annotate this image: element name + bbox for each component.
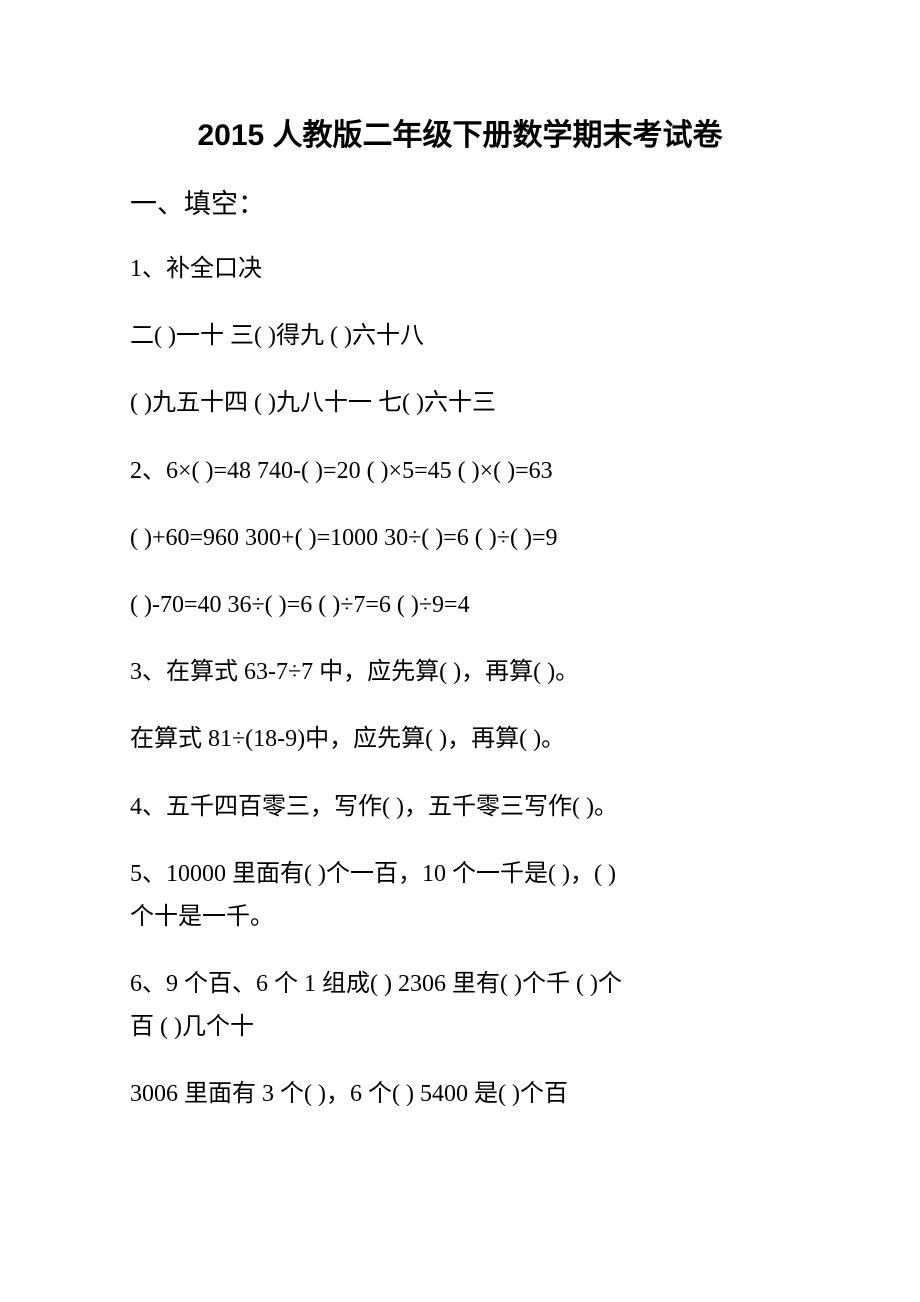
question-6-line-2: 百 ( )几个十 [130,1009,790,1046]
question-1-line-1: 二( )一十 三( )得九 ( )六十八 [130,318,790,355]
question-5-line-2: 个十是一千。 [130,899,790,936]
question-6-line-1: 6、9 个百、6 个 1 组成( ) 2306 里有( )个千 ( )个 [130,966,790,1003]
question-2-line-3: ( )-70=40 36÷( )=6 ( )÷7=6 ( )÷9=4 [130,587,790,624]
section-1-header: 一、填空： [130,182,790,221]
document-page: 2015 人教版二年级下册数学期末考试卷 一、填空： 1、补全口决 二( )一十… [0,0,920,1224]
question-4: 4、五千四百零三，写作( )，五千零三写作( )。 [130,789,790,826]
question-1-label: 1、补全口决 [130,251,790,288]
question-3-line-2: 在算式 81÷(18-9)中，应先算( )，再算( )。 [130,721,790,758]
question-5-line-1: 5、10000 里面有( )个一百，10 个一千是( )，( ) [130,856,790,893]
page-title: 2015 人教版二年级下册数学期末考试卷 [130,110,790,154]
question-2-line-1: 2、6×( )=48 740-( )=20 ( )×5=45 ( )×( )=6… [130,453,790,490]
question-7: 3006 里面有 3 个( )，6 个( ) 5400 是( )个百 [130,1076,790,1113]
question-3-line-1: 3、在算式 63-7÷7 中，应先算( )，再算( )。 [130,654,790,691]
question-2-line-2: ( )+60=960 300+( )=1000 30÷( )=6 ( )÷( )… [130,520,790,557]
question-1-line-2: ( )九五十四 ( )九八十一 七( )六十三 [130,385,790,422]
